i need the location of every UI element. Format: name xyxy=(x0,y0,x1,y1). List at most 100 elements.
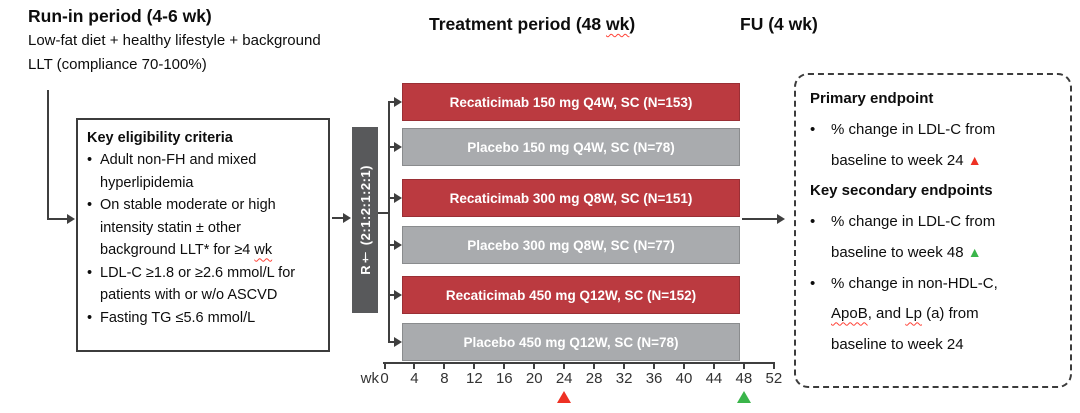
arm-label: Placebo 300 mg Q8W, SC (N=77) xyxy=(467,237,675,253)
axis-tick xyxy=(473,362,476,369)
endpoint-text: , and xyxy=(867,305,906,323)
branch-arrowhead xyxy=(394,142,402,152)
branch-stem-line xyxy=(378,212,389,214)
axis-tick xyxy=(772,362,775,369)
axis-tick xyxy=(443,362,446,369)
arm-placebo-300-q8w: Placebo 300 mg Q8W, SC (N=77) xyxy=(402,226,740,264)
branch-arrowhead xyxy=(394,97,402,107)
treatment-title-text: Treatment period (48 xyxy=(429,14,606,34)
bullet-point: • xyxy=(87,264,93,281)
assessment-marker-week-48 xyxy=(736,391,751,403)
eligibility-to-randomization-arrowhead xyxy=(343,213,351,223)
branch-arrowhead xyxy=(394,240,402,250)
axis-tick-label: 32 xyxy=(615,370,633,387)
bullet-point: • xyxy=(87,309,93,326)
axis-tick xyxy=(503,362,506,369)
eligibility-to-randomization-line xyxy=(332,217,344,219)
axis-tick-label: 28 xyxy=(585,370,603,387)
branch-arrowhead xyxy=(394,290,402,300)
eligibility-criteria-box: Key eligibility criteria • Adult non-FH … xyxy=(76,118,330,352)
eligibility-item-text: LDL-C ≥1.8 or ≥2.6 mmol/L for patients w… xyxy=(100,264,296,304)
branch-line xyxy=(389,294,395,296)
axis-tick-label: 16 xyxy=(495,370,513,387)
run-in-arrowhead xyxy=(67,214,75,224)
arm-label: Placebo 450 mg Q12W, SC (N=78) xyxy=(463,334,679,350)
arm-recaticimab-300-q8w: Recaticimab 300 mg Q8W, SC (N=151) xyxy=(402,179,740,217)
endpoint-item-text: % change in non-HDL-C, ApoB, and Lp (a) … xyxy=(831,269,1033,361)
arm-placebo-450-q12w: Placebo 450 mg Q12W, SC (N=78) xyxy=(402,323,740,361)
endpoint-text: % change in non-HDL-C, xyxy=(831,274,998,292)
endpoint-item: • % change in non-HDL-C, ApoB, and Lp (a… xyxy=(810,269,1056,361)
run-in-period-subtitle: Low-fat diet + healthy lifestyle + backg… xyxy=(28,32,321,74)
axis-tick xyxy=(623,362,626,369)
axis-tick xyxy=(653,362,656,369)
bullet-point: • xyxy=(810,274,816,292)
axis-tick-label: 20 xyxy=(525,370,543,387)
eligibility-item-text: Fasting TG ≤5.6 mmol/L xyxy=(100,309,256,326)
arm-label: Placebo 150 mg Q4W, SC (N=78) xyxy=(467,139,675,155)
axis-tick xyxy=(593,362,596,369)
axis-tick-label: 24 xyxy=(555,370,573,387)
branch-line xyxy=(389,341,395,343)
axis-tick-label: 8 xyxy=(440,370,449,387)
arm-label: Recaticimab 300 mg Q8W, SC (N=151) xyxy=(449,190,693,206)
axis-tick xyxy=(533,362,536,369)
treatment-title-wavy-word: wk xyxy=(606,14,630,34)
arms-to-endpoints-line xyxy=(742,218,778,220)
eligibility-item-wavy-word: wk xyxy=(254,242,273,259)
eligibility-item-text: On stable moderate or high intensity sta… xyxy=(100,194,319,261)
endpoint-item-text: % change in LDL-C from baseline to week … xyxy=(831,207,1033,269)
eligibility-item: • On stable moderate or high intensity s… xyxy=(87,194,319,261)
arm-recaticimab-150-q4w: Recaticimab 150 mg Q4W, SC (N=153) xyxy=(402,83,740,121)
bullet-point: • xyxy=(810,120,816,138)
axis-tick-label: 36 xyxy=(645,370,663,387)
eligibility-item-text-pre: On stable moderate or high intensity sta… xyxy=(100,197,276,259)
branch-line xyxy=(389,101,395,103)
branch-line xyxy=(389,244,395,246)
bullet-point: • xyxy=(810,213,816,230)
eligibility-item: • LDL-C ≥1.8 or ≥2.6 mmol/L for patients… xyxy=(87,262,319,307)
bullet-point: • xyxy=(87,152,93,169)
endpoint-item: • % change in LDL-C from baseline to wee… xyxy=(810,207,1056,269)
endpoint-item: • % change in LDL-C from baseline to wee… xyxy=(810,115,1056,177)
endpoint-item-text: % change in LDL-C from baseline to week … xyxy=(831,115,1033,177)
endpoint-text: % change in LDL-C from baseline to week … xyxy=(831,213,996,261)
randomization-label: R† (2:1:2:1:2:1) xyxy=(357,165,373,275)
axis-tick-label: 40 xyxy=(675,370,693,387)
endpoint-text: % change in LDL-C from baseline to week … xyxy=(831,120,996,169)
branch-arrowhead xyxy=(394,337,402,347)
branch-line xyxy=(389,146,395,148)
run-in-connector-horizontal-line xyxy=(47,218,68,220)
arm-label: Recaticimab 150 mg Q4W, SC (N=153) xyxy=(449,94,693,110)
axis-tick-label: 52 xyxy=(765,370,783,387)
eligibility-item: • Fasting TG ≤5.6 mmol/L xyxy=(87,307,319,329)
randomization-bar: R† (2:1:2:1:2:1) xyxy=(352,127,378,313)
red-triangle-marker: ▲ xyxy=(967,151,982,168)
follow-up-period-title: FU (4 wk) xyxy=(740,14,818,34)
axis-tick-label: 44 xyxy=(705,370,723,387)
endpoint-wavy-word: Lp xyxy=(905,305,922,323)
branch-trunk-line xyxy=(388,101,390,343)
primary-endpoint-title: Primary endpoint xyxy=(810,90,934,107)
green-triangle-marker: ▲ xyxy=(967,243,982,260)
axis-tick xyxy=(413,362,416,369)
axis-tick-label: 48 xyxy=(735,370,753,387)
arm-placebo-150-q4w: Placebo 150 mg Q4W, SC (N=78) xyxy=(402,128,740,166)
run-in-connector-vertical-line xyxy=(47,90,49,220)
eligibility-title: Key eligibility criteria xyxy=(87,130,233,146)
axis-tick xyxy=(383,362,386,369)
secondary-endpoints-title: Key secondary endpoints xyxy=(810,182,993,200)
assessment-marker-week-24 xyxy=(557,391,572,403)
arm-label: Recaticimab 450 mg Q12W, SC (N=152) xyxy=(445,287,697,303)
branch-line xyxy=(389,197,395,199)
branch-arrowhead xyxy=(394,193,402,203)
bullet-point: • xyxy=(87,197,93,214)
axis-tick xyxy=(683,362,685,369)
eligibility-item: • Adult non-FH and mixed hyperlipidemia xyxy=(87,149,319,194)
week-axis-unit-label: wk xyxy=(360,370,379,387)
eligibility-item-text: Adult non-FH and mixed hyperlipidemia xyxy=(100,152,257,191)
axis-tick xyxy=(563,362,566,369)
treatment-period-title: Treatment period (48 wk) xyxy=(429,14,635,35)
week-axis-line xyxy=(383,362,775,364)
